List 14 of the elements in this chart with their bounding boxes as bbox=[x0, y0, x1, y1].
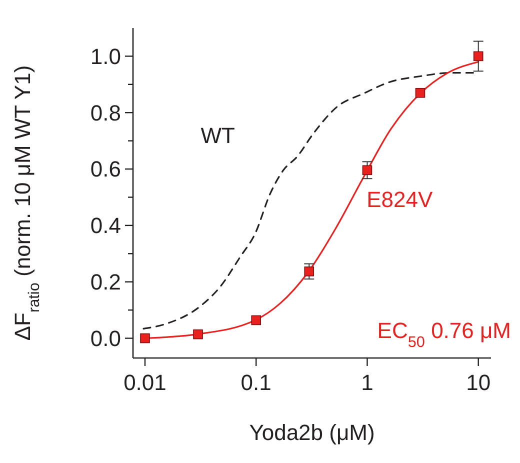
x-tick-label: 0.1 bbox=[240, 370, 272, 395]
x-axis-title: Yoda2b (μM) bbox=[249, 420, 375, 445]
x-tick-label: 10 bbox=[466, 370, 491, 395]
y-tick-label: 0.6 bbox=[90, 156, 121, 182]
text: WT bbox=[200, 122, 235, 148]
x-tick-label: 0.01 bbox=[124, 370, 166, 395]
y-tick-label: 0.4 bbox=[90, 213, 121, 238]
x-tick-label: 1 bbox=[361, 370, 374, 395]
y-tick-label: 0.2 bbox=[90, 270, 121, 295]
y-tick-label: 0.8 bbox=[90, 100, 121, 126]
y-tick-label: 0.0 bbox=[90, 326, 121, 351]
annotation: EC$_{50}$ 0.76 μM bbox=[377, 318, 511, 350]
series-label: E824V bbox=[366, 186, 433, 212]
y-tick-label: 1.0 bbox=[90, 44, 121, 69]
